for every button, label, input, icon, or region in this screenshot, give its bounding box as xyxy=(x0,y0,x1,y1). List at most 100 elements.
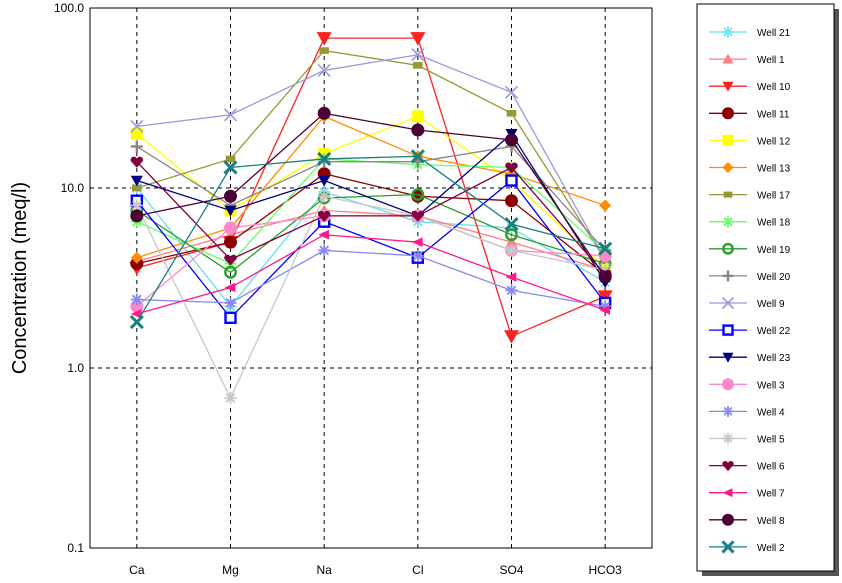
series-well-3 xyxy=(130,209,612,313)
series-line xyxy=(136,115,606,269)
legend-label: Well 20 xyxy=(757,272,791,283)
data-point xyxy=(130,127,143,140)
series-well-11 xyxy=(130,167,612,282)
data-point xyxy=(722,488,733,498)
data-point xyxy=(130,309,142,319)
data-point xyxy=(317,210,331,222)
data-point xyxy=(317,106,331,120)
data-point xyxy=(721,540,735,554)
series-line xyxy=(136,112,606,278)
legend-label: Well 13 xyxy=(757,164,791,175)
data-point xyxy=(505,174,518,187)
data-point xyxy=(722,242,734,255)
legend-label: Well 17 xyxy=(757,191,791,202)
data-point xyxy=(722,433,734,444)
legend-item: Well 6 xyxy=(709,460,785,473)
data-point xyxy=(722,270,734,282)
series-well-13 xyxy=(130,110,612,264)
legend-label: Well 4 xyxy=(757,407,785,418)
series-line xyxy=(136,179,606,319)
data-point xyxy=(224,392,237,405)
legend-item: Well 8 xyxy=(709,513,785,527)
legend-label: Well 7 xyxy=(757,489,785,500)
x-tick-label: SO4 xyxy=(499,563,523,577)
data-point xyxy=(411,210,425,222)
data-point xyxy=(318,190,331,203)
data-point xyxy=(505,244,518,257)
data-point xyxy=(224,254,237,266)
data-point xyxy=(505,228,518,242)
series-line xyxy=(136,173,606,276)
data-point xyxy=(317,63,331,77)
legend-label: Well 23 xyxy=(757,353,791,364)
series-line xyxy=(136,115,606,259)
legend-label: Well 11 xyxy=(757,109,790,120)
legend-label: Well 21 xyxy=(757,28,791,39)
data-point xyxy=(130,156,144,168)
data-point xyxy=(505,162,518,174)
series-line xyxy=(136,187,606,308)
data-point xyxy=(722,162,734,173)
legend-label: Well 9 xyxy=(757,299,785,310)
data-point xyxy=(505,236,518,247)
data-point xyxy=(504,217,519,232)
series-line xyxy=(136,49,606,260)
legend-item: Well 7 xyxy=(709,488,785,500)
data-point xyxy=(413,62,423,69)
data-point xyxy=(224,235,237,249)
series-well-5 xyxy=(130,190,612,405)
legend-item: Well 1 xyxy=(709,53,785,66)
legend-item: Well 11 xyxy=(709,107,790,120)
series-line xyxy=(136,132,606,283)
legend-item: Well 2 xyxy=(709,540,785,554)
data-point xyxy=(505,272,517,282)
legend-item: Well 12 xyxy=(709,134,791,147)
axis-labels: 0.1 1.0 10.0 100.0 Ca Mg Na Cl SO4 HCO3 xyxy=(54,1,622,577)
grid-lines xyxy=(90,8,652,548)
legend-item: Well 20 xyxy=(709,270,791,283)
data-point xyxy=(224,189,237,203)
legend-item: Well 13 xyxy=(709,162,791,175)
data-point xyxy=(722,53,734,64)
data-point xyxy=(505,284,518,297)
data-point xyxy=(505,133,518,147)
legend-item: Well 22 xyxy=(709,324,791,337)
series-line xyxy=(136,249,606,308)
legend-item: Well 21 xyxy=(709,26,791,39)
data-point xyxy=(132,184,142,192)
data-point xyxy=(223,108,238,122)
data-point xyxy=(722,134,734,146)
y-axis-label: Concentration (meq/l) xyxy=(9,182,31,374)
data-point xyxy=(411,110,424,123)
legend-item: Well 18 xyxy=(709,216,791,229)
data-point xyxy=(316,32,332,46)
plot-frame xyxy=(89,7,653,549)
legend-item: Well 3 xyxy=(709,378,785,391)
data-point xyxy=(130,175,143,187)
data-point xyxy=(130,119,144,133)
data-point xyxy=(410,149,425,164)
x-tick-label: Na xyxy=(316,563,332,577)
data-point xyxy=(722,26,734,38)
data-point xyxy=(504,85,519,99)
data-point xyxy=(504,330,519,344)
data-point xyxy=(506,110,517,117)
data-point xyxy=(224,311,237,325)
data-point xyxy=(224,282,236,293)
y-tick-label: 1.0 xyxy=(67,361,84,375)
data-point xyxy=(722,352,734,363)
legend-label: Well 10 xyxy=(757,82,791,93)
x-tick-label: Cl xyxy=(412,563,423,577)
series-line xyxy=(136,54,606,260)
legend-item: Well 4 xyxy=(709,405,785,418)
y-tick-label: 0.1 xyxy=(67,541,84,555)
series-well-7 xyxy=(130,229,610,319)
legend-item: Well 19 xyxy=(709,242,791,256)
data-point xyxy=(722,216,734,228)
x-tick-label: Ca xyxy=(129,563,145,577)
legend-item: Well 9 xyxy=(709,296,785,310)
legend-item: Well 17 xyxy=(709,191,791,202)
series-well-8 xyxy=(130,106,612,284)
data-point xyxy=(722,107,734,120)
legend-label: Well 3 xyxy=(757,380,785,391)
